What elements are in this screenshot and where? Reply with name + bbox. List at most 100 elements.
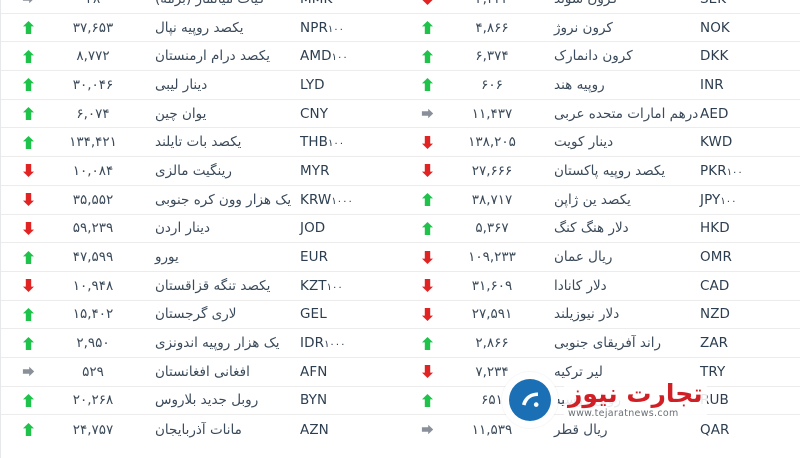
currency-multiplier: ۱۰۰۰ — [324, 339, 346, 351]
currency-code: JOD — [300, 220, 326, 237]
trend-down-icon — [410, 278, 444, 293]
currency-rate-value: ۶۵۱ — [481, 392, 503, 409]
table-row[interactable]: JOD دینار اردن ۵۹,۲۳۹ — [1, 214, 400, 244]
table-row[interactable]: PKR۱۰۰ یکصد روپیه پاکستان ۲۷,۶۶۶ — [400, 157, 800, 186]
currency-code: NOK — [700, 19, 730, 36]
trend-up-icon — [410, 192, 444, 207]
table-row[interactable]: OMR ریال عمان ۱۰۹,۲۳۳ — [400, 243, 800, 272]
currency-name: رینگیت مالزی — [155, 162, 232, 179]
trend-up-icon — [11, 307, 45, 322]
currency-rate-value: ۲,۹۵۰ — [76, 335, 110, 352]
currency-name: لیر ترکیه — [554, 363, 603, 380]
currency-name: یکصد تنگه قزاقستان — [155, 277, 271, 294]
table-row[interactable]: IDR۱۰۰۰ یک هزار روپیه اندونزی ۲,۹۵۰ — [1, 329, 400, 358]
table-row[interactable]: QAR ریال قطر ۱۱,۵۳۹ — [400, 415, 800, 444]
currency-rate-value: ۴۷,۵۹۹ — [72, 249, 114, 266]
currency-name: ریال قطر — [554, 421, 608, 438]
table-row[interactable]: DKK کرون دانمارک ۶,۳۷۴ — [400, 42, 800, 72]
currency-name: لاری گرجستان — [155, 306, 237, 323]
currency-rate-value: ۴,۸۶۶ — [475, 19, 509, 36]
currency-name: روپیه هند — [554, 76, 605, 93]
currency-multiplier: ۱۰۰ — [326, 281, 343, 293]
currency-rate-value: ۱۰,۰۸۴ — [72, 162, 114, 179]
currency-rate-value: ۱۳۸,۲۰۵ — [468, 134, 516, 151]
currency-name: کیات میانمار (برمه) — [141, 0, 300, 7]
currency-name: یکصد روپیه نپال — [155, 19, 244, 36]
currency-multiplier: ۱۰۰ — [726, 166, 743, 178]
table-row[interactable]: RUB روبل روسیه ۶۵۱ — [400, 386, 800, 416]
table-row[interactable]: JPY۱۰۰ یکصد ین ژاپن ۳۸,۷۱۷ — [400, 185, 800, 215]
table-row[interactable]: GEL لاری گرجستان ۱۵,۴۰۲ — [1, 300, 400, 330]
trend-down-icon — [11, 221, 45, 236]
currency-rate-value: ۲,۸۶۶ — [475, 335, 509, 352]
table-row[interactable]: ZAR راند آفریقای جنوبی ۲,۸۶۶ — [400, 329, 800, 358]
currency-rate-value: ۲۷,۵۹۱ — [471, 306, 513, 323]
currency-name: روبل جدید بلاروس — [155, 392, 259, 409]
currency-multiplier: ۱۰۰ — [331, 52, 348, 64]
currency-name: مانات آذربایجان — [155, 421, 242, 438]
currency-rate-value: ۱۰,۹۴۸ — [72, 277, 114, 294]
table-row[interactable]: KWD دینار کویت ۱۳۸,۲۰۵ — [400, 128, 800, 158]
table-row[interactable]: NZD دلار نیوزیلند ۲۷,۵۹۱ — [400, 300, 800, 330]
currency-code: NPR۱۰۰ — [300, 19, 345, 36]
trend-down-icon — [11, 163, 45, 178]
table-row[interactable]: THB۱۰۰ یکصد بات تایلند ۱۳۴,۴۲۱ — [1, 128, 400, 158]
table-row[interactable]: BYN روبل جدید بلاروس ۲۰,۲۶۸ — [1, 386, 400, 416]
currency-code: KRW۱۰۰۰ — [300, 191, 353, 208]
currency-name: یکصد روپیه پاکستان — [554, 162, 666, 179]
table-row[interactable]: LYD دینار لیبی ۳۰,۰۴۶ — [1, 71, 400, 100]
trend-down-icon — [410, 135, 444, 150]
table-row[interactable]: AMD۱۰۰ یکصد درام ارمنستان ۸,۷۷۲ — [1, 42, 400, 72]
currency-code: NZD — [700, 306, 731, 323]
currency-rate-value: ۷,۲۳۴ — [475, 363, 509, 380]
table-row[interactable]: NPR۱۰۰ یکصد روپیه نپال ۳۷,۶۵۳ — [1, 13, 400, 43]
table-row[interactable]: EUR یورو ۴۷,۵۹۹ — [1, 243, 400, 272]
table-row[interactable]: HKD دلار هنگ کنگ ۵,۳۶۷ — [400, 214, 800, 244]
currency-rate-value: ۶۰۶ — [481, 76, 503, 93]
currency-rate-value: ۳۸,۷۱۷ — [471, 191, 513, 208]
currency-name: یکصد بات تایلند — [155, 134, 242, 151]
currency-rate-value: ۱۱,۵۳۹ — [471, 421, 513, 438]
currency-code: EUR — [300, 249, 329, 266]
trend-flat-icon — [410, 106, 444, 121]
trend-up-icon — [11, 336, 45, 351]
trend-down-icon — [410, 163, 444, 178]
table-row[interactable]: AFN افغانی افغانستان ۵۲۹ — [1, 357, 400, 387]
currency-rate-value: ۱۰۹,۲۳۳ — [468, 249, 516, 266]
currency-rate-value: ۲۸ — [45, 0, 141, 7]
currency-name: کرون نروژ — [554, 19, 613, 36]
table-row[interactable]: MYR رینگیت مالزی ۱۰,۰۸۴ — [1, 157, 400, 186]
currency-code: RUB — [700, 392, 729, 409]
currency-multiplier: ۱۰۰ — [327, 23, 345, 35]
table-row[interactable]: INR روپیه هند ۶۰۶ — [400, 71, 800, 100]
currency-name: افغانی افغانستان — [155, 363, 250, 380]
trend-down-icon — [410, 364, 444, 379]
currency-code: AFN — [300, 363, 328, 380]
trend-up-icon — [11, 250, 45, 265]
currency-name: دلار نیوزیلند — [554, 306, 620, 323]
currency-rate-value: ۸,۷۷۲ — [76, 48, 110, 65]
trend-up-icon — [410, 20, 444, 35]
trend-up-icon — [410, 77, 444, 92]
currency-name: دلار هنگ کنگ — [554, 220, 629, 237]
rates-rows-right: SEKکرون سوئد۴,۴۴۴ NOK کرون نروژ ۴,۸۶۶ DKK کرو… — [400, 0, 800, 444]
trend-up-icon — [11, 49, 45, 64]
table-row[interactable]: MMKکیات میانمار (برمه)۲۸ — [1, 0, 400, 14]
table-row[interactable]: AZN مانات آذربایجان ۲۴,۷۵۷ — [1, 415, 400, 444]
currency-name: دلار کانادا — [554, 277, 607, 294]
table-row[interactable]: AED درهم امارات متحده عربی ۱۱,۴۳۷ — [400, 99, 800, 129]
table-row[interactable]: SEKکرون سوئد۴,۴۴۴ — [400, 0, 800, 14]
table-row[interactable]: CNY یوان چین ۶,۰۷۴ — [1, 99, 400, 129]
trend-down-icon — [410, 307, 444, 322]
table-row[interactable]: NOK کرون نروژ ۴,۸۶۶ — [400, 13, 800, 43]
table-row[interactable]: TRY لیر ترکیه ۷,۲۳۴ — [400, 357, 800, 387]
table-row[interactable]: KZT۱۰۰ یکصد تنگه قزاقستان ۱۰,۹۴۸ — [1, 271, 400, 301]
currency-code: KWD — [700, 134, 733, 151]
table-row[interactable]: CAD دلار کانادا ۳۱,۶۰۹ — [400, 271, 800, 301]
currency-name: یورو — [155, 249, 179, 266]
table-row[interactable]: KRW۱۰۰۰ یک هزار وون کره جنوبی ۳۵,۵۵۲ — [1, 185, 400, 215]
rates-column-right: SEKکرون سوئد۴,۴۴۴ NOK کرون نروژ ۴,۸۶۶ DKK کرو… — [400, 0, 800, 458]
currency-code: GEL — [300, 306, 327, 323]
currency-rate-value: ۱۳۴,۴۲۱ — [69, 134, 117, 151]
trend-down-icon — [410, 0, 444, 6]
